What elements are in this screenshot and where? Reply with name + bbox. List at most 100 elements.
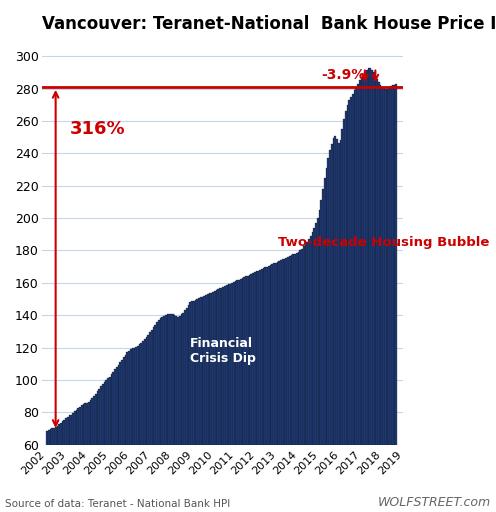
Bar	[380, 84, 381, 444]
Bar	[189, 302, 191, 444]
Bar	[147, 334, 149, 444]
Bar	[62, 421, 63, 444]
Bar	[76, 410, 77, 444]
Bar	[373, 73, 374, 444]
Bar	[308, 239, 310, 444]
Bar	[245, 276, 247, 444]
Bar	[361, 77, 362, 444]
Bar	[160, 318, 161, 444]
Bar	[270, 265, 271, 444]
Bar	[67, 417, 69, 444]
Bar	[364, 73, 366, 444]
Bar	[81, 405, 83, 444]
Bar	[247, 275, 248, 444]
Bar	[158, 320, 160, 444]
Bar	[151, 330, 153, 444]
Bar	[215, 290, 217, 444]
Bar	[130, 349, 131, 444]
Bar	[170, 313, 172, 444]
Bar	[285, 258, 287, 444]
Bar	[230, 284, 231, 444]
Bar	[114, 369, 116, 444]
Bar	[175, 316, 177, 444]
Bar	[97, 391, 98, 444]
Bar	[194, 300, 196, 444]
Bar	[310, 236, 311, 444]
Bar	[210, 292, 212, 444]
Bar	[168, 313, 170, 444]
Bar	[237, 281, 238, 444]
Bar	[376, 79, 378, 444]
Bar	[340, 140, 341, 444]
Bar	[259, 270, 261, 444]
Bar	[137, 346, 138, 444]
Bar	[181, 314, 183, 444]
Bar	[179, 316, 181, 444]
Bar	[325, 168, 327, 444]
Bar	[348, 100, 350, 444]
Bar	[106, 380, 107, 444]
Bar	[315, 223, 317, 444]
Bar	[95, 394, 97, 444]
Bar	[378, 82, 380, 444]
Bar	[332, 138, 334, 444]
Bar	[235, 281, 237, 444]
Bar	[327, 158, 329, 444]
Bar	[256, 271, 257, 444]
Bar	[320, 200, 322, 444]
Bar	[69, 415, 70, 444]
Bar	[366, 70, 368, 444]
Bar	[392, 86, 394, 444]
Bar	[116, 367, 118, 444]
Bar	[355, 87, 357, 444]
Bar	[298, 252, 300, 444]
Bar	[48, 430, 50, 444]
Bar	[83, 404, 84, 444]
Bar	[198, 298, 200, 444]
Bar	[224, 286, 226, 444]
Bar	[138, 344, 140, 444]
Bar	[91, 398, 93, 444]
Bar	[352, 94, 354, 444]
Bar	[271, 264, 273, 444]
Bar	[275, 263, 277, 444]
Bar	[385, 89, 387, 444]
Bar	[86, 402, 88, 444]
Bar	[65, 418, 67, 444]
Bar	[74, 412, 76, 444]
Bar	[57, 426, 58, 444]
Text: Two-decade Housing Bubble: Two-decade Housing Bubble	[278, 236, 489, 249]
Bar	[362, 75, 364, 444]
Bar	[208, 293, 210, 444]
Bar	[109, 377, 111, 444]
Bar	[359, 80, 361, 444]
Bar	[268, 266, 270, 444]
Bar	[186, 308, 187, 444]
Bar	[303, 246, 305, 444]
Bar	[369, 68, 371, 444]
Bar	[233, 282, 235, 444]
Bar	[142, 341, 144, 444]
Bar	[226, 285, 228, 444]
Bar	[120, 362, 121, 444]
Bar	[345, 111, 347, 444]
Bar	[46, 431, 48, 444]
Bar	[254, 272, 256, 444]
Bar	[368, 69, 369, 444]
Bar	[161, 317, 163, 444]
Bar	[184, 310, 186, 444]
Bar	[50, 429, 51, 444]
Bar	[196, 299, 198, 444]
Bar	[289, 256, 291, 444]
Bar	[111, 374, 113, 444]
Bar	[357, 84, 359, 444]
Bar	[381, 87, 383, 444]
Bar	[72, 413, 74, 444]
Text: Financial
Crisis Dip: Financial Crisis Dip	[190, 337, 256, 365]
Bar	[318, 210, 320, 444]
Bar	[207, 294, 208, 444]
Bar	[146, 337, 147, 444]
Bar	[102, 384, 104, 444]
Bar	[390, 86, 392, 444]
Bar	[200, 297, 201, 444]
